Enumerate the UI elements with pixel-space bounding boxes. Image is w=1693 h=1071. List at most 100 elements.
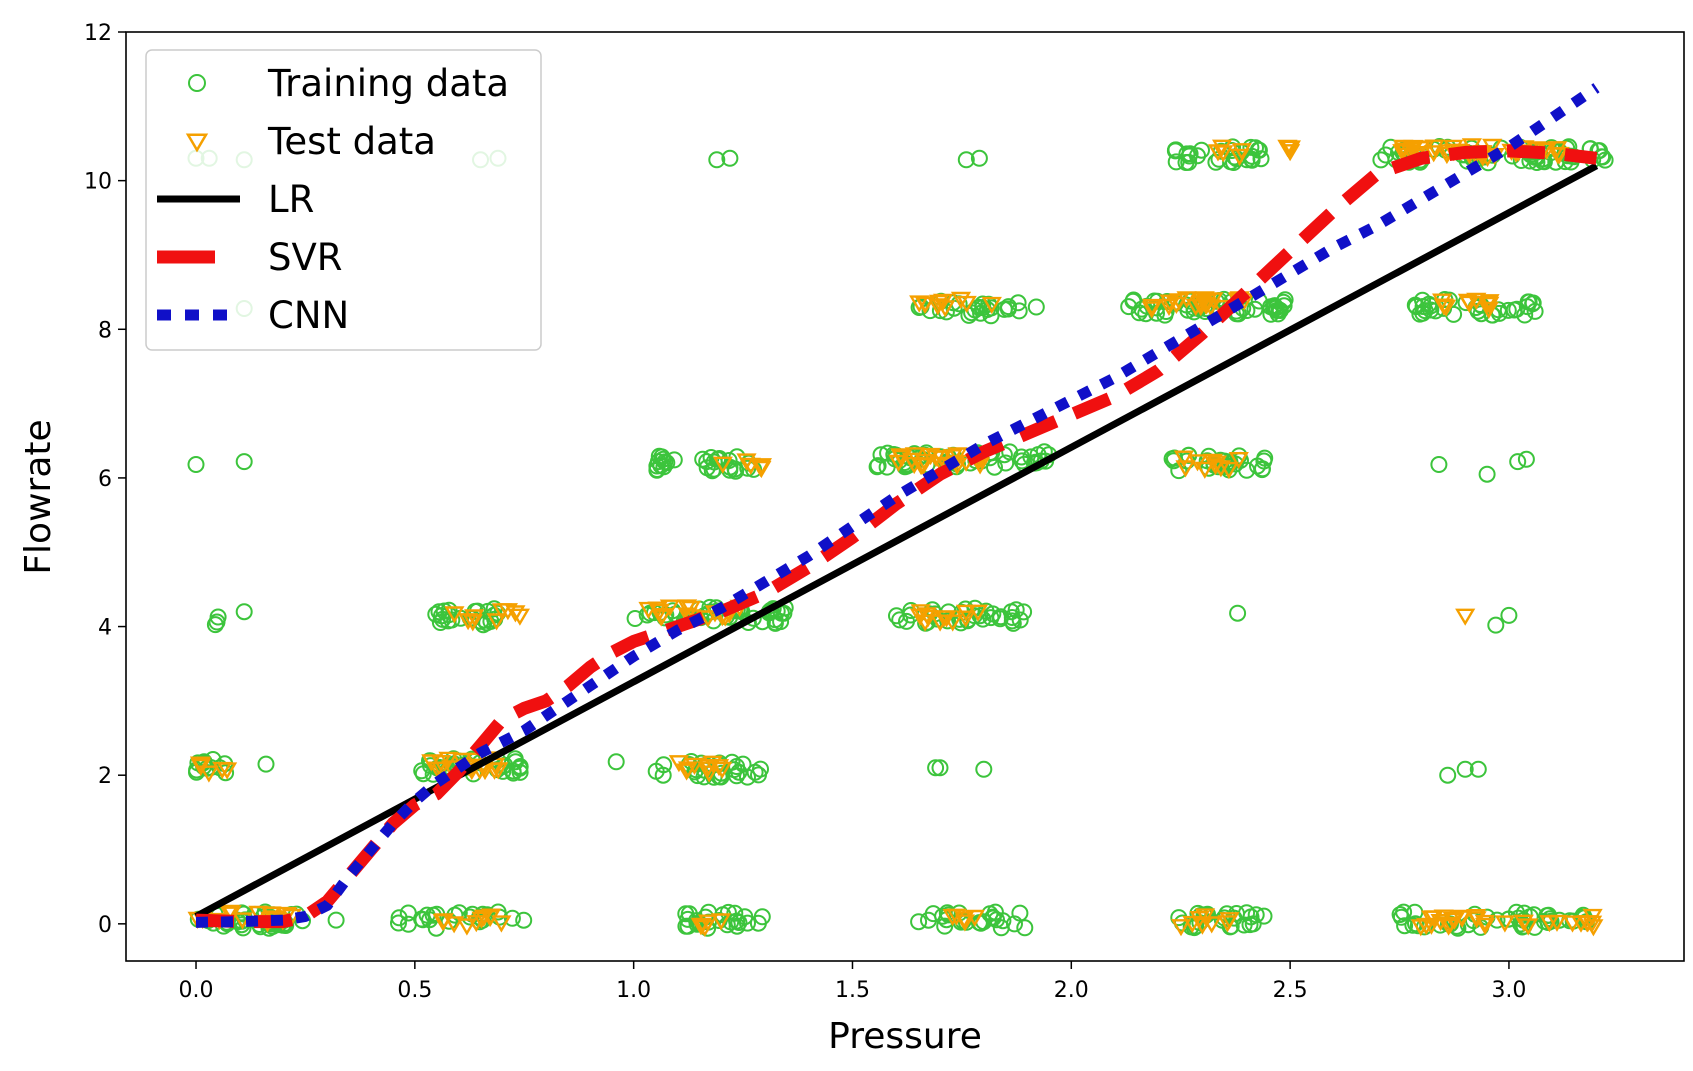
training-point [677, 905, 695, 923]
test-point [697, 610, 719, 628]
test-point [1203, 292, 1224, 310]
training-point [957, 151, 975, 169]
training-point [970, 298, 988, 316]
test-point [1475, 917, 1496, 936]
test-point [1433, 298, 1454, 316]
test-point [1280, 144, 1301, 162]
test-point [1416, 918, 1437, 936]
legend-label-test: Test data [267, 120, 436, 163]
test-point [931, 450, 952, 468]
test-point [708, 759, 730, 777]
test-point [964, 909, 985, 927]
test-point [1430, 914, 1451, 932]
training-point [994, 912, 1012, 930]
training-point [1000, 298, 1017, 316]
test-point [912, 457, 933, 475]
test-point [456, 918, 477, 936]
test-point [471, 911, 492, 929]
training-point [1276, 291, 1294, 309]
test-point [712, 761, 733, 779]
plot-frame [125, 31, 1685, 962]
test-point [947, 447, 968, 465]
test-point [1190, 295, 1211, 313]
test-point [438, 751, 459, 769]
legend-label-training: Training data [267, 62, 509, 105]
training-point [235, 453, 253, 471]
test-point [1141, 301, 1162, 319]
test-point [1212, 139, 1233, 157]
training-point [1027, 298, 1045, 316]
training-point [1439, 766, 1457, 784]
training-point [1509, 453, 1527, 471]
x-tick-label: 3.0 [1491, 978, 1526, 1003]
training-point [1253, 461, 1271, 479]
test-point [981, 296, 1002, 315]
test-point [659, 599, 680, 617]
training-point [654, 766, 672, 784]
plot-area [187, 83, 1614, 937]
training-point [910, 913, 928, 931]
training-point [607, 753, 625, 771]
training-point [1478, 465, 1496, 483]
test-point [433, 913, 454, 931]
training-point [1430, 456, 1448, 473]
test-point [698, 758, 719, 777]
y-tick-label: 0 [98, 913, 112, 938]
test-point [248, 905, 269, 923]
training-point [626, 610, 644, 627]
training-point [927, 759, 945, 777]
test-point [491, 603, 512, 621]
training-point [1009, 294, 1027, 312]
training-point [1255, 452, 1273, 470]
test-point [1175, 460, 1196, 478]
training-point [977, 602, 995, 620]
test-point [462, 614, 483, 632]
training-point [209, 608, 227, 626]
training-point [694, 450, 712, 468]
training-point [235, 603, 253, 621]
test-point [680, 600, 701, 619]
test-point [1195, 297, 1216, 315]
test-point [1478, 301, 1499, 319]
training-point [655, 756, 673, 774]
y-tick-label: 2 [98, 764, 112, 789]
training-point [938, 904, 956, 922]
training-point [965, 607, 983, 625]
training-point [1006, 915, 1023, 933]
training-point [654, 450, 672, 468]
legend-label-svr: SVR [268, 236, 343, 279]
y-axis-label: Flowrate [18, 419, 59, 574]
training-point [1469, 760, 1487, 778]
training-point [1167, 141, 1185, 159]
test-point [890, 448, 911, 466]
training-point [1015, 603, 1033, 621]
test-point [1482, 138, 1503, 156]
test-point [1201, 916, 1222, 934]
test-point [491, 915, 512, 933]
test-point [1173, 450, 1194, 468]
legend-label-lr: LR [268, 178, 314, 221]
training-point [1229, 604, 1247, 622]
training-point [1003, 612, 1021, 630]
test-point [1547, 147, 1568, 165]
training-point [390, 914, 407, 932]
training-point [891, 611, 909, 629]
training-point [1222, 917, 1240, 935]
y-tick-label: 10 [84, 170, 112, 195]
training-point [1246, 300, 1264, 318]
test-point [956, 295, 977, 314]
test-point [1423, 145, 1444, 163]
test-point [694, 919, 715, 937]
training-point [1505, 301, 1523, 319]
training-point [257, 755, 275, 773]
training-point [515, 911, 533, 929]
series-line-cnn [195, 83, 1600, 928]
test-point [1195, 908, 1216, 926]
test-point [1228, 452, 1249, 470]
training-point [1130, 304, 1148, 322]
test-point [1455, 608, 1476, 626]
test-point [677, 761, 699, 779]
test-point [1403, 139, 1424, 158]
test-point [1424, 139, 1445, 157]
